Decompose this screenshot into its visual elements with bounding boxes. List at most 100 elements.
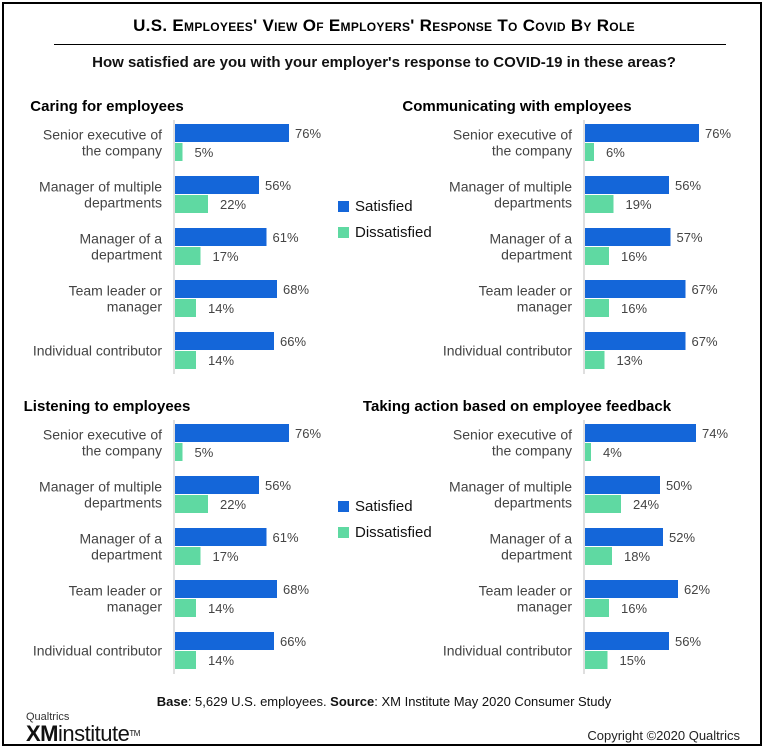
bar-dissatisfied — [175, 143, 183, 161]
panel-title: Listening to employees — [24, 398, 191, 415]
bar-dissatisfied — [175, 247, 201, 265]
bar-dissatisfied — [175, 299, 196, 317]
bar-dissatisfied — [175, 547, 201, 565]
data-label-dissatisfied: 22% — [220, 497, 246, 512]
category-label: Senior executive of the company — [43, 427, 162, 459]
data-label-dissatisfied: 5% — [195, 445, 214, 460]
data-label-satisfied: 76% — [295, 426, 321, 441]
logo-institute-text: institute — [58, 721, 130, 746]
logo-xm-text: XM — [26, 721, 59, 746]
bar-satisfied — [175, 632, 274, 650]
data-label-dissatisfied: 18% — [624, 549, 650, 564]
category-label: Manager of a department — [80, 231, 163, 263]
data-label-dissatisfied: 6% — [606, 145, 625, 160]
bar-dissatisfied — [585, 143, 594, 161]
source-label: Source — [330, 694, 375, 709]
legend-label-satisfied: Satisfied — [355, 198, 413, 215]
data-label-satisfied: 61% — [273, 230, 299, 245]
bar-dissatisfied — [175, 599, 196, 617]
data-label-dissatisfied: 15% — [620, 653, 646, 668]
chart-footer: Base: 5,629 U.S. employees. Source: XM I… — [4, 694, 764, 709]
bar-dissatisfied — [175, 195, 208, 213]
legend-label-dissatisfied: Dissatisfied — [355, 524, 432, 541]
data-label-dissatisfied: 5% — [195, 145, 214, 160]
data-label-dissatisfied: 4% — [603, 445, 622, 460]
bar-dissatisfied — [585, 299, 609, 317]
data-label-satisfied: 68% — [283, 582, 309, 597]
data-label-satisfied: 56% — [675, 634, 701, 649]
data-label-satisfied: 74% — [702, 426, 728, 441]
chart-svg-caring-for-employees: Caring for employees Senior executive of t… — [30, 98, 321, 374]
legend-label-dissatisfied: Dissatisfied — [355, 224, 432, 241]
chart-svg-communicating-with-employees: Communicating with employees Senior execu… — [402, 98, 731, 374]
xm-institute-logo: Qualtrics XMinstituteTM — [26, 712, 140, 745]
category-label: Manager of a department — [490, 231, 573, 263]
data-label-dissatisfied: 14% — [208, 353, 234, 368]
bar-dissatisfied — [175, 495, 208, 513]
category-label: Manager of multiple departments — [449, 179, 572, 211]
data-label-dissatisfied: 14% — [208, 653, 234, 668]
data-label-satisfied: 56% — [265, 178, 291, 193]
bar-dissatisfied — [585, 547, 612, 565]
title-divider — [54, 44, 726, 45]
category-label: Manager of multiple departments — [39, 479, 162, 511]
bar-satisfied — [175, 176, 259, 194]
bar-dissatisfied — [585, 599, 609, 617]
category-label: Team leader or manager — [69, 583, 163, 615]
legend-item-satisfied: Satisfied — [338, 498, 413, 515]
bar-satisfied — [585, 124, 699, 142]
logo-tm-text: TM — [129, 729, 140, 738]
legend-swatch-satisfied — [338, 501, 349, 512]
data-label-satisfied: 67% — [692, 282, 718, 297]
data-label-satisfied: 56% — [265, 478, 291, 493]
data-label-dissatisfied: 17% — [213, 549, 239, 564]
bar-dissatisfied — [585, 247, 609, 265]
bar-satisfied — [585, 332, 686, 350]
bar-dissatisfied — [175, 651, 196, 669]
bar-dissatisfied — [585, 443, 591, 461]
legend-label-satisfied: Satisfied — [355, 498, 413, 515]
bar-dissatisfied — [585, 495, 621, 513]
data-label-dissatisfied: 16% — [621, 301, 647, 316]
chart-subtitle: How satisfied are you with your employer… — [92, 54, 676, 71]
data-label-satisfied: 66% — [280, 634, 306, 649]
data-label-dissatisfied: 16% — [621, 601, 647, 616]
data-label-satisfied: 62% — [684, 582, 710, 597]
panel-caring-for-employees: Caring for employees Senior executive of t… — [12, 92, 372, 382]
data-label-satisfied: 68% — [283, 282, 309, 297]
data-label-satisfied: 61% — [273, 530, 299, 545]
panel-title: Taking action based on employee feedback — [363, 398, 672, 415]
bar-satisfied — [585, 228, 671, 246]
bar-satisfied — [175, 528, 267, 546]
chart-title: U.S. Employees' View Of Employers' Respo… — [133, 16, 635, 35]
category-label: Individual contributor — [443, 643, 573, 659]
category-label: Individual contributor — [33, 643, 163, 659]
data-label-satisfied: 56% — [675, 178, 701, 193]
data-label-dissatisfied: 16% — [621, 249, 647, 264]
data-label-dissatisfied: 13% — [617, 353, 643, 368]
category-label: Team leader or manager — [69, 283, 163, 315]
category-label: Manager of a department — [80, 531, 163, 563]
data-label-dissatisfied: 17% — [213, 249, 239, 264]
category-label: Manager of a department — [490, 531, 573, 563]
bar-satisfied — [585, 424, 696, 442]
data-label-satisfied: 50% — [666, 478, 692, 493]
bar-satisfied — [175, 424, 289, 442]
bar-satisfied — [175, 580, 277, 598]
bar-dissatisfied — [585, 195, 614, 213]
category-label: Team leader or manager — [479, 283, 573, 315]
bar-dissatisfied — [175, 351, 196, 369]
legend-item-dissatisfied: Dissatisfied — [338, 224, 432, 241]
bar-satisfied — [175, 228, 267, 246]
bar-satisfied — [585, 176, 669, 194]
data-label-dissatisfied: 24% — [633, 497, 659, 512]
chart-svg-taking-action-based-on-employee-feedback: Taking action based on employee feedback… — [363, 398, 728, 674]
bar-satisfied — [175, 124, 289, 142]
copyright-text: Copyright ©2020 Qualtrics — [587, 728, 740, 743]
base-label: Base — [156, 694, 188, 709]
chart-frame: U.S. Employees' View Of Employers' Respo… — [2, 2, 762, 746]
category-label: Manager of multiple departments — [39, 179, 162, 211]
source-text: : XM Institute May 2020 Consumer Study — [374, 694, 612, 709]
bar-satisfied — [175, 280, 277, 298]
bar-satisfied — [175, 476, 259, 494]
